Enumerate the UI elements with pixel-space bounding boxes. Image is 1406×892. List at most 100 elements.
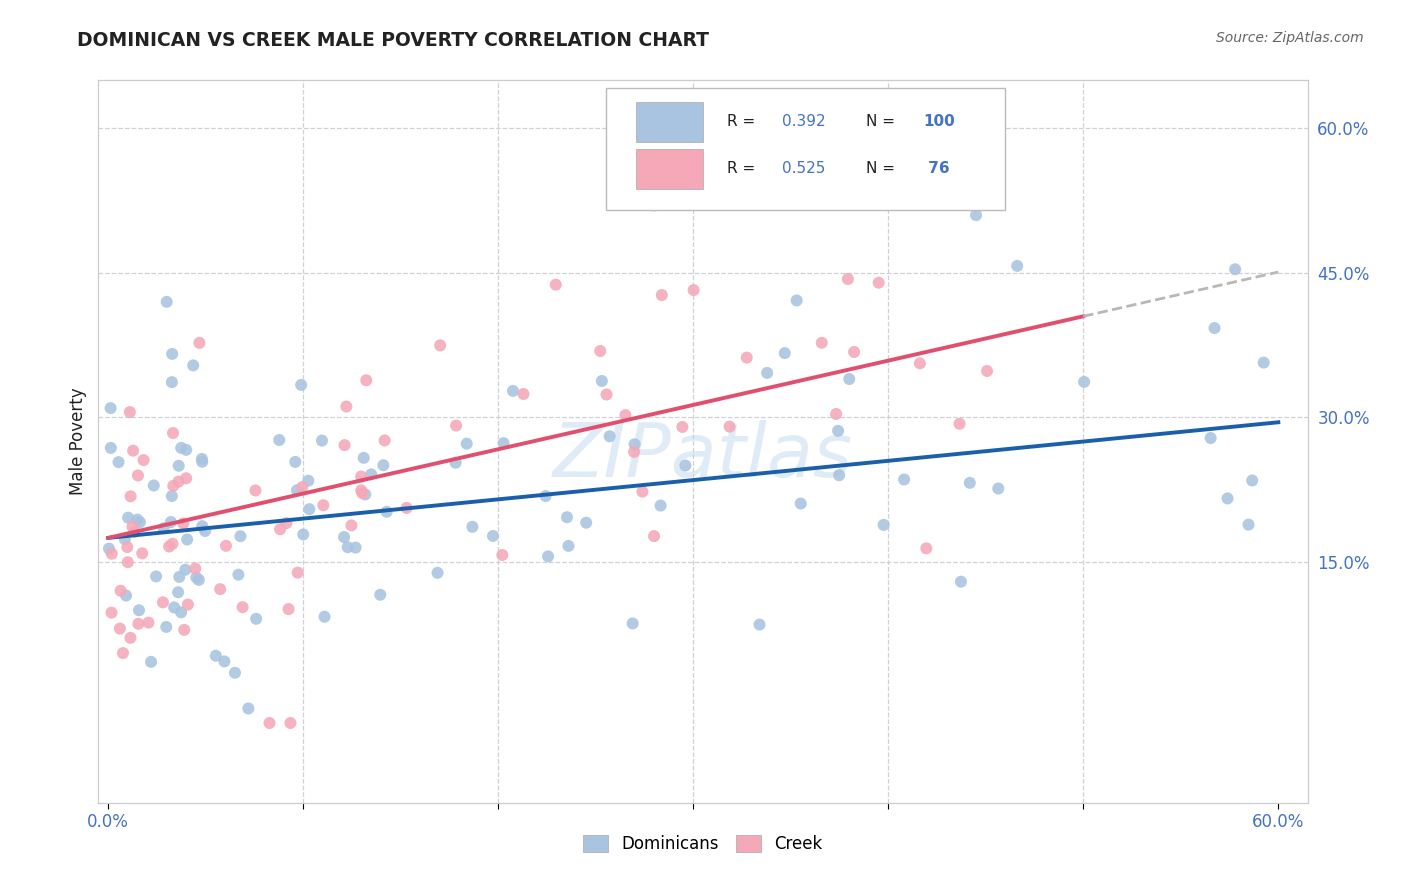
- Point: [162, 425, 184, 440]
- Point: [277, 602, 299, 616]
- Text: R =: R =: [727, 114, 761, 129]
- Point: [340, 518, 363, 533]
- Point: [167, 458, 190, 473]
- Point: [245, 612, 267, 626]
- Point: [238, 701, 260, 715]
- Point: [284, 455, 307, 469]
- Point: [128, 603, 150, 617]
- Point: [643, 198, 665, 212]
- Point: [228, 567, 250, 582]
- Point: [204, 648, 226, 663]
- Text: R =: R =: [727, 161, 761, 177]
- Point: [350, 483, 373, 498]
- Point: [333, 438, 356, 452]
- Point: [350, 469, 373, 483]
- Point: [100, 401, 122, 416]
- Point: [512, 387, 534, 401]
- Point: [915, 541, 938, 556]
- Point: [117, 555, 139, 569]
- Point: [224, 665, 246, 680]
- Point: [139, 655, 162, 669]
- Point: [444, 456, 467, 470]
- Text: 76: 76: [924, 161, 949, 177]
- Point: [152, 521, 174, 535]
- Point: [162, 479, 184, 493]
- Point: [191, 455, 214, 469]
- FancyBboxPatch shape: [606, 87, 1005, 211]
- Point: [908, 356, 931, 370]
- Text: N =: N =: [866, 114, 900, 129]
- Point: [623, 445, 645, 459]
- Point: [756, 366, 779, 380]
- Point: [285, 483, 308, 498]
- Point: [215, 539, 238, 553]
- Point: [229, 529, 252, 543]
- Point: [174, 442, 197, 457]
- Point: [368, 588, 391, 602]
- Point: [987, 482, 1010, 496]
- Point: [1204, 321, 1226, 335]
- Point: [269, 522, 291, 536]
- Point: [333, 530, 356, 544]
- Point: [100, 441, 122, 455]
- Text: 0.392: 0.392: [782, 114, 825, 129]
- Point: [502, 384, 524, 398]
- Point: [354, 487, 377, 501]
- Point: [827, 424, 849, 438]
- FancyBboxPatch shape: [637, 102, 703, 142]
- Point: [232, 600, 254, 615]
- Point: [591, 374, 613, 388]
- Point: [537, 549, 560, 564]
- Point: [491, 548, 513, 562]
- Point: [127, 512, 149, 526]
- Point: [163, 600, 186, 615]
- Point: [276, 516, 298, 531]
- Point: [810, 335, 832, 350]
- Point: [837, 272, 859, 286]
- Point: [373, 458, 395, 473]
- Point: [245, 483, 267, 498]
- Point: [426, 566, 449, 580]
- Point: [159, 515, 181, 529]
- Point: [191, 452, 214, 467]
- Point: [187, 573, 209, 587]
- Legend: Dominicans, Creek: Dominicans, Creek: [576, 828, 830, 860]
- Point: [162, 537, 184, 551]
- Point: [621, 616, 644, 631]
- Point: [360, 467, 382, 482]
- Point: [353, 450, 375, 465]
- Point: [173, 623, 195, 637]
- Point: [214, 655, 236, 669]
- Point: [127, 468, 149, 483]
- Point: [828, 468, 851, 483]
- Point: [118, 405, 141, 419]
- Point: [1223, 262, 1246, 277]
- Point: [482, 529, 505, 543]
- Point: [280, 715, 302, 730]
- Point: [291, 480, 314, 494]
- Point: [673, 458, 696, 473]
- Text: 100: 100: [924, 114, 955, 129]
- Point: [292, 527, 315, 541]
- Point: [786, 293, 808, 308]
- Point: [120, 631, 142, 645]
- Point: [177, 598, 200, 612]
- Point: [107, 455, 129, 469]
- Point: [174, 563, 197, 577]
- Point: [121, 519, 143, 533]
- Point: [167, 585, 190, 599]
- Point: [575, 516, 598, 530]
- Point: [181, 359, 204, 373]
- Point: [842, 345, 865, 359]
- Text: 0.525: 0.525: [782, 161, 825, 177]
- Point: [651, 288, 673, 302]
- Point: [115, 589, 138, 603]
- Point: [127, 616, 149, 631]
- Point: [893, 473, 915, 487]
- Point: [444, 418, 467, 433]
- Point: [186, 570, 208, 584]
- Point: [108, 622, 131, 636]
- Point: [1073, 375, 1095, 389]
- Point: [959, 475, 981, 490]
- Point: [170, 441, 193, 455]
